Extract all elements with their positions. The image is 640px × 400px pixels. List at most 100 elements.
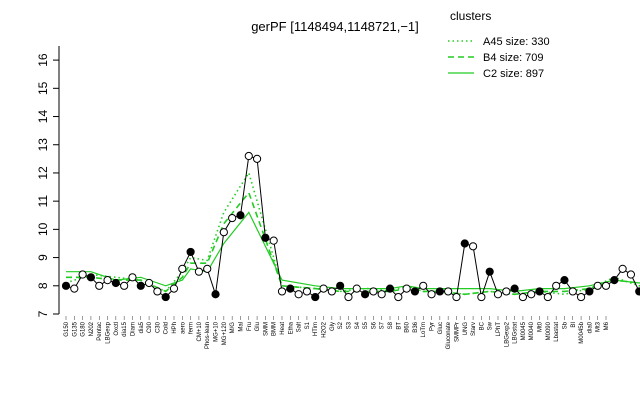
series-line-2 [66, 211, 640, 293]
data-point [169, 284, 179, 293]
x-tick-label-17: Phos-lean [205, 322, 211, 349]
x-tick-label-46: Gluconate [446, 321, 452, 349]
x-tick-label-5: LBGexp [106, 321, 112, 343]
x-tick-label-21: Mal [238, 322, 244, 332]
x-tick-label-4: Pentac [97, 322, 103, 341]
legend-title: clusters [450, 9, 491, 23]
data-point [228, 213, 237, 223]
y-tick-label-7: 14 [36, 110, 50, 124]
x-tick-label-13: HPh [172, 322, 178, 334]
data-point [103, 276, 112, 285]
x-tick-label-58: M0090 [546, 321, 552, 340]
x-tick-label-29: S1 [305, 321, 311, 329]
series-line-probe [65, 155, 640, 298]
data-point [211, 290, 220, 299]
data-point [626, 270, 636, 279]
data-point [568, 287, 577, 296]
x-tick-label-43: LoTm [421, 322, 427, 337]
y-tick-label-0: 7 [36, 310, 50, 317]
x-tick-label-57: Mt0 [538, 321, 544, 332]
y-tick-label-2: 9 [36, 254, 50, 261]
data-point [610, 276, 619, 285]
data-point [302, 287, 312, 296]
data-point [78, 270, 87, 279]
data-point [635, 287, 640, 296]
x-tick-label-14: aero [180, 321, 186, 334]
data-point [153, 287, 162, 296]
legend-label-0: A45 size: 330 [483, 36, 550, 48]
data-point [70, 284, 79, 293]
data-point [269, 236, 278, 245]
points-layer [61, 151, 640, 302]
x-tick-label-24: SMM [263, 322, 269, 336]
legend: clusters A45 size: 330 B4 size: 709 C2 siz… [448, 9, 550, 80]
data-point [535, 287, 544, 296]
data-point [410, 287, 420, 296]
x-tick-label-56: M0040 [529, 321, 535, 340]
x-tick-label-39: S8 [388, 321, 394, 329]
x-tick-label-45: Gluc [438, 322, 444, 334]
data-point [385, 284, 395, 293]
x-tick-label-9: dia5 [139, 321, 145, 333]
x-tick-label-36: S5 [363, 321, 369, 329]
x-tick-label-34: S3 [346, 321, 352, 329]
data-point [327, 287, 336, 296]
x-tick-label-40: BT [396, 322, 402, 330]
data-point [95, 281, 104, 290]
data-point [444, 287, 453, 296]
data-point [286, 284, 295, 293]
data-point [601, 281, 611, 290]
y-tick-label-4: 11 [36, 195, 50, 208]
x-tick-label-42: B36 [413, 321, 419, 332]
data-point [502, 287, 511, 296]
x-tick-label-60: Sb [562, 321, 568, 329]
x-tick-label-54: LBGstat [513, 322, 519, 344]
data-point [252, 154, 262, 163]
data-point [485, 267, 494, 276]
data-point [585, 287, 594, 296]
x-tick-label-51: Sw [488, 321, 494, 330]
series-layer [65, 155, 640, 298]
series-line-0 [65, 170, 640, 296]
x-tick-label-52: LPhT [496, 322, 502, 337]
x-tick-label-31: H2O2 [322, 321, 328, 337]
x-tick-label-6: Oxctl [114, 322, 120, 336]
x-tick-label-28: Salt [297, 322, 303, 333]
data-point [527, 290, 536, 299]
legend-label-2: C2 size: 897 [483, 68, 544, 80]
x-axis: G150 G135 G180 N202 Pentac LBGexp Oxctl dia15 Di… [64, 316, 610, 349]
x-tick-label-26: Heat [280, 322, 286, 335]
data-point [244, 151, 253, 161]
x-tick-label-22: Fru [247, 322, 253, 331]
x-tick-label-49: Starv [471, 322, 477, 336]
data-point [468, 242, 478, 251]
y-axis: 7 8 9 10 11 12 13 14 15 16 [36, 53, 59, 317]
data-point [394, 292, 403, 302]
y-tick-label-5: 12 [36, 166, 50, 180]
data-point [203, 264, 212, 273]
data-point [194, 267, 204, 276]
data-point [510, 284, 519, 293]
data-point [161, 292, 170, 302]
x-tick-label-47: SMMPr [454, 322, 460, 342]
y-tick-label-8: 15 [36, 81, 50, 95]
x-tick-label-37: S6 [371, 321, 377, 329]
data-point [560, 276, 569, 285]
chart-title: gerPF [1148494,1148721,−1] [251, 19, 419, 34]
data-point [460, 239, 469, 248]
y-tick-label-6: 13 [36, 138, 50, 152]
legend-label-1: B4 size: 709 [483, 52, 544, 64]
x-tick-label-2: G180 [81, 321, 87, 336]
x-tick-label-23: Glu [255, 322, 261, 331]
data-point [294, 290, 303, 299]
x-tick-label-27: Etha [288, 321, 294, 334]
y-tick-label-1: 8 [36, 282, 50, 289]
series-line-1 [66, 191, 640, 296]
data-point [452, 292, 461, 302]
x-tick-label-65: M6 [604, 321, 610, 330]
x-tick-label-16: CM+10 [197, 321, 203, 341]
x-tick-label-32: Gly [330, 322, 336, 331]
x-tick-label-64: Mt3 [596, 321, 602, 332]
data-point [543, 292, 552, 302]
